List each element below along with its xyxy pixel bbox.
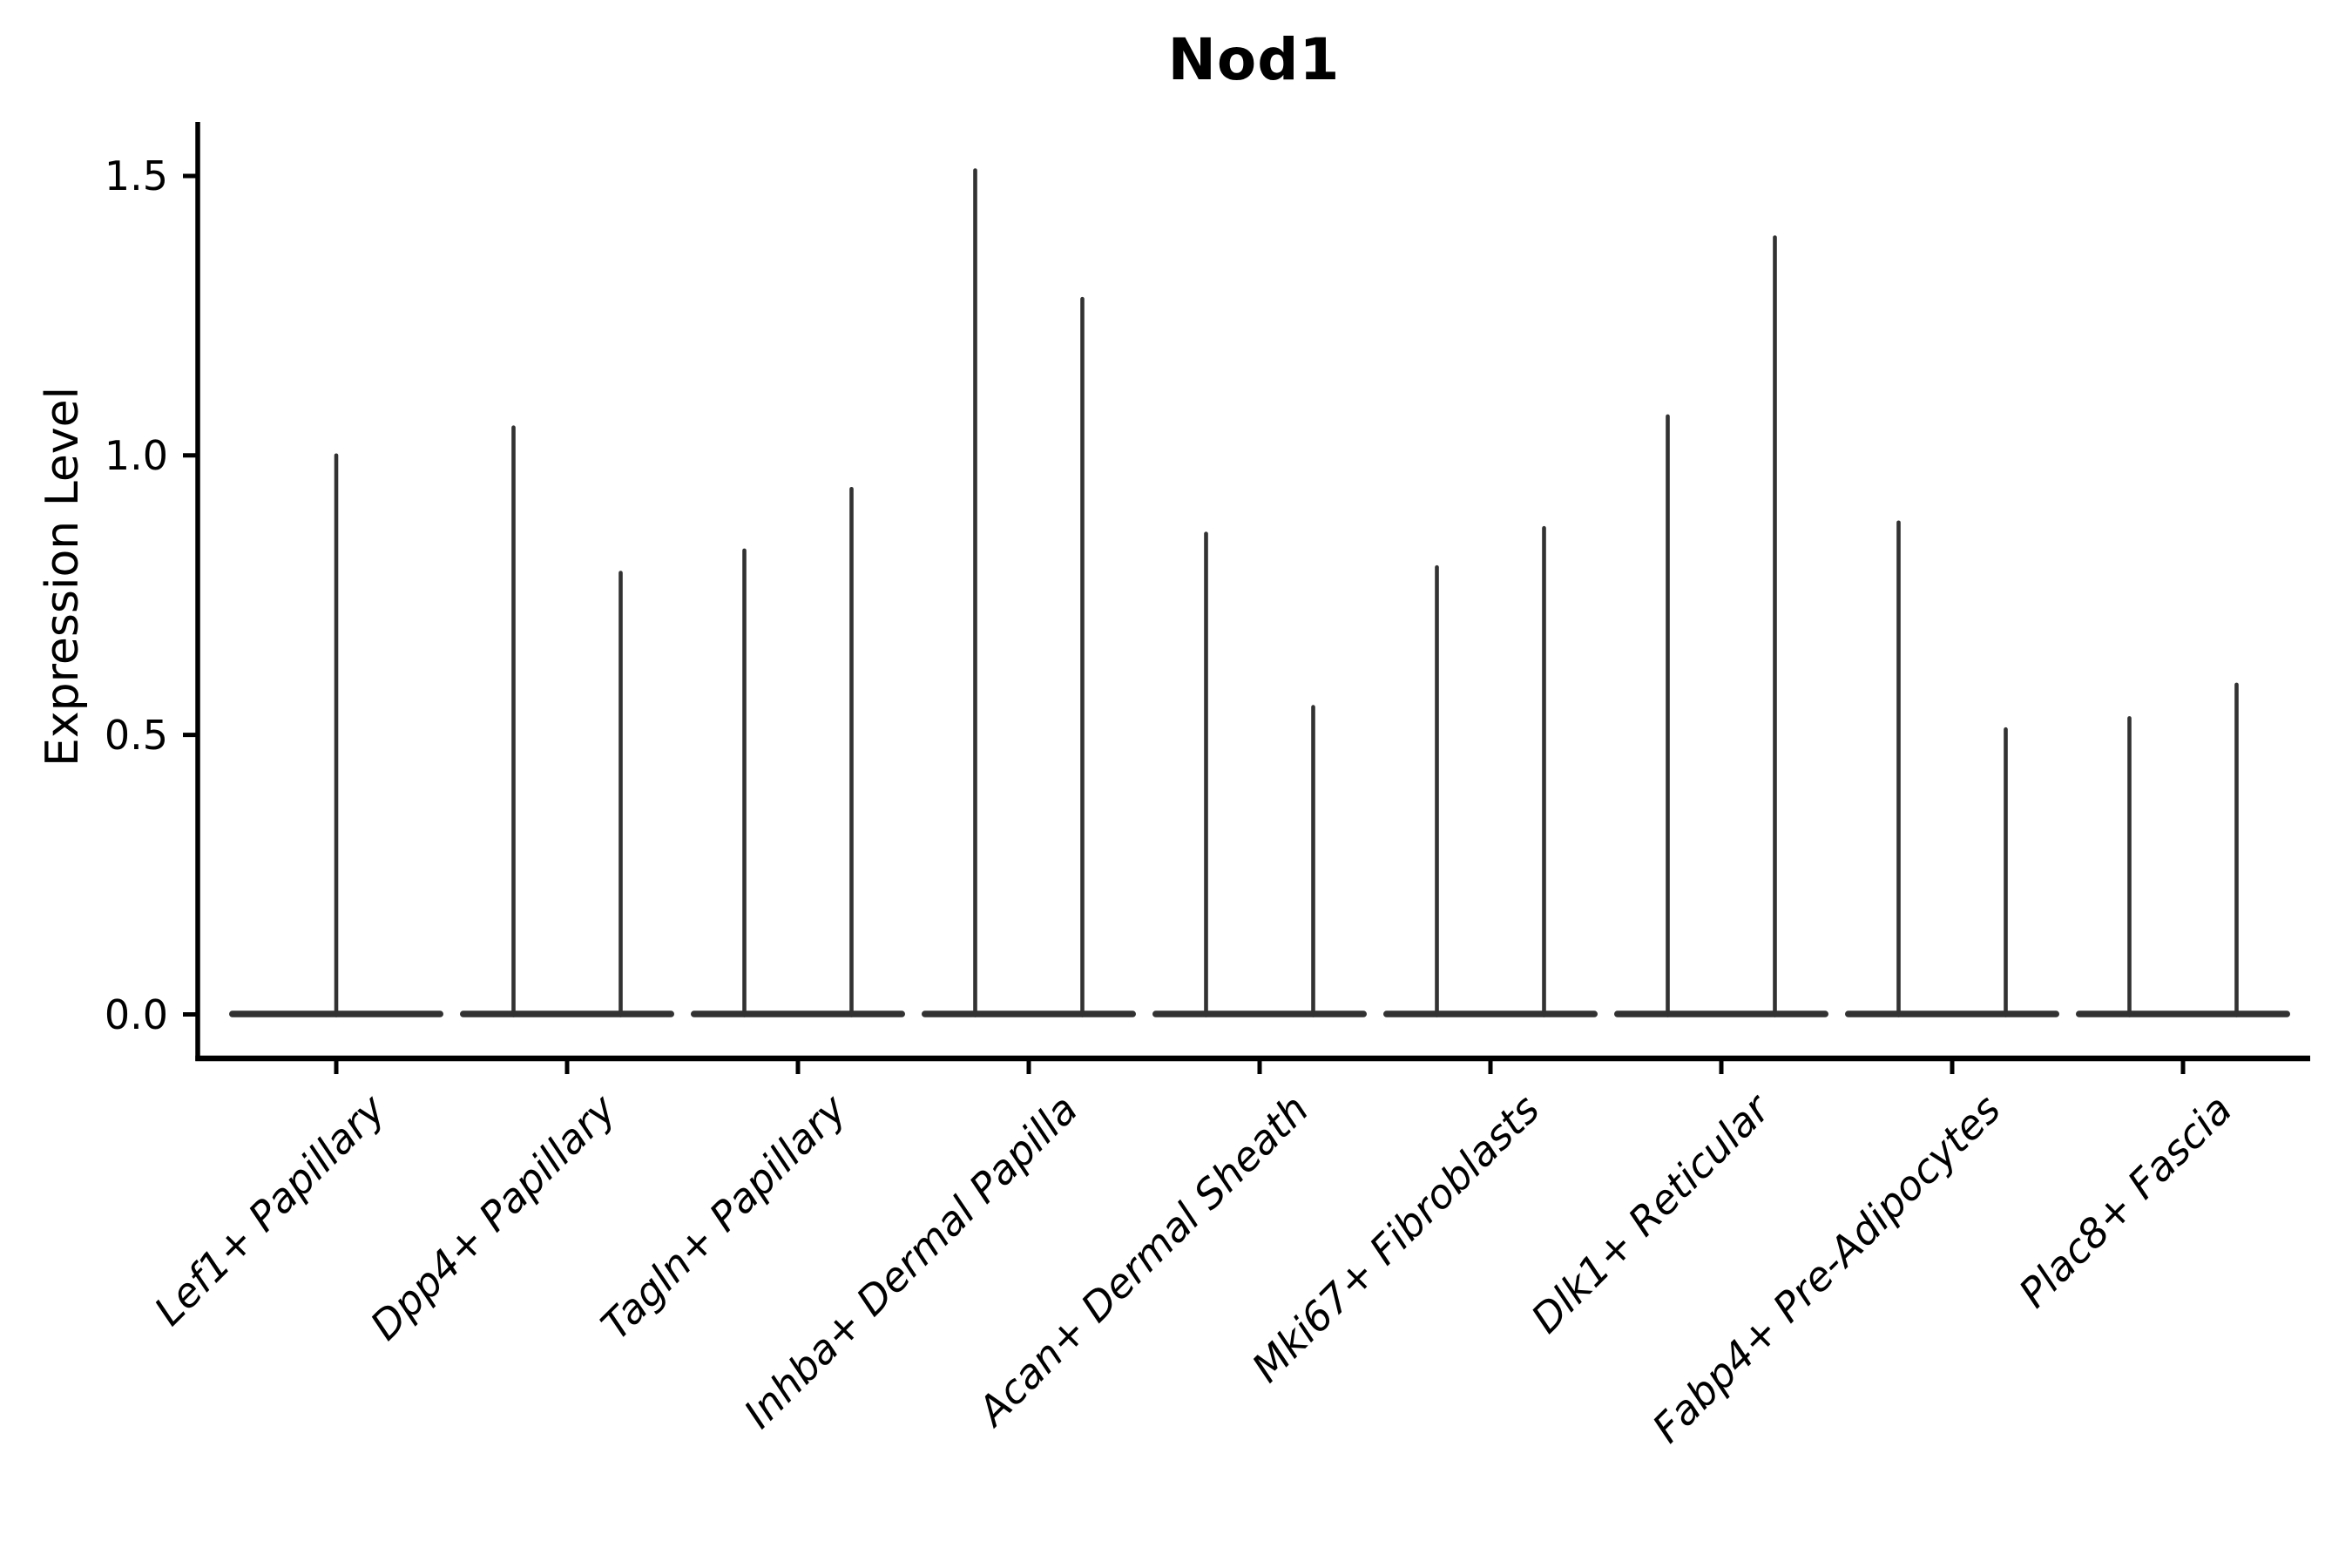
y-tick-label: 1.5 xyxy=(104,152,168,199)
chart-title: Nod1 xyxy=(1167,26,1341,93)
violin-body xyxy=(691,1010,905,1017)
violin-body xyxy=(1614,1010,1828,1017)
violin-body xyxy=(1152,1010,1367,1017)
violin-body xyxy=(922,1010,1136,1017)
y-tick-label: 0.5 xyxy=(104,711,168,759)
violin-body xyxy=(2076,1010,2290,1017)
violin-body xyxy=(460,1010,674,1017)
y-tick-label: 0.0 xyxy=(104,990,168,1038)
violin-body xyxy=(1845,1010,2059,1017)
violin-body xyxy=(1383,1010,1598,1017)
y-tick-label: 1.0 xyxy=(104,431,168,479)
